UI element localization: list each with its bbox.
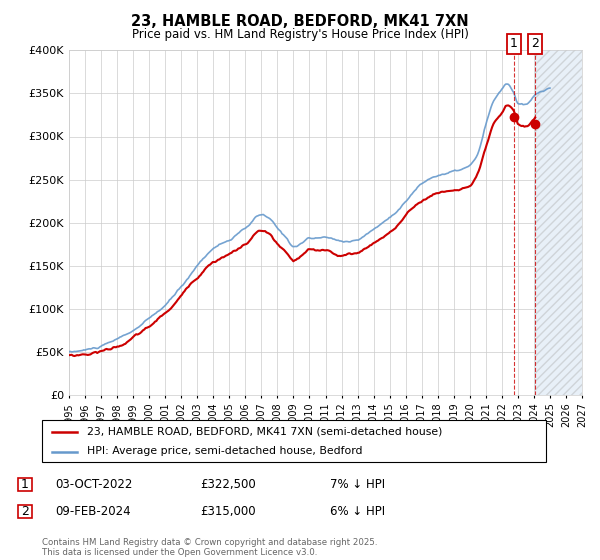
Text: 2: 2 [531, 38, 539, 50]
Text: 09-FEB-2024: 09-FEB-2024 [55, 505, 131, 518]
Bar [535, 50, 582, 395]
Text: 2: 2 [21, 505, 29, 518]
Text: £322,500: £322,500 [200, 478, 256, 491]
Text: 7% ↓ HPI: 7% ↓ HPI [330, 478, 385, 491]
Text: £315,000: £315,000 [200, 505, 256, 518]
Text: HPI: Average price, semi-detached house, Bedford: HPI: Average price, semi-detached house,… [88, 446, 363, 456]
FancyBboxPatch shape [18, 478, 32, 491]
Text: 1: 1 [510, 38, 518, 50]
Text: 03-OCT-2022: 03-OCT-2022 [55, 478, 133, 491]
Bar [535, 50, 582, 395]
Text: 1: 1 [21, 478, 29, 491]
Text: Contains HM Land Registry data © Crown copyright and database right 2025.
This d: Contains HM Land Registry data © Crown c… [42, 538, 377, 557]
FancyBboxPatch shape [18, 505, 32, 518]
Text: 23, HAMBLE ROAD, BEDFORD, MK41 7XN (semi-detached house): 23, HAMBLE ROAD, BEDFORD, MK41 7XN (semi… [88, 427, 443, 437]
FancyBboxPatch shape [42, 420, 546, 462]
Text: Price paid vs. HM Land Registry's House Price Index (HPI): Price paid vs. HM Land Registry's House … [131, 28, 469, 41]
Text: 23, HAMBLE ROAD, BEDFORD, MK41 7XN: 23, HAMBLE ROAD, BEDFORD, MK41 7XN [131, 14, 469, 29]
Text: 6% ↓ HPI: 6% ↓ HPI [330, 505, 385, 518]
